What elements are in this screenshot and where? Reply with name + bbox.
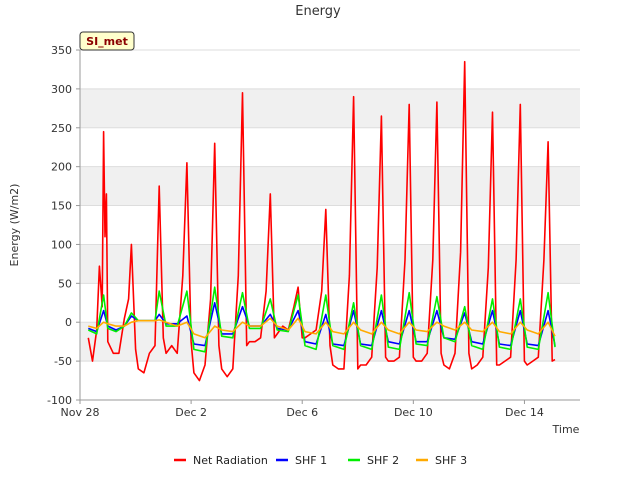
grid-band — [80, 88, 580, 128]
legend-label: SHF 3 — [435, 454, 467, 467]
grid-band — [80, 166, 580, 206]
axes: -100 -50 0 50 100 150 200 250 300 350 Nov 28 Dec 2 D… — [47, 44, 580, 419]
y-tick-label: 350 — [51, 44, 72, 57]
x-tick-label: Dec 2 — [175, 406, 207, 419]
y-tick-label: 0 — [65, 316, 72, 329]
series-line-net-radiation — [87, 60, 556, 382]
y-tick-label: 250 — [51, 122, 72, 135]
badge-label: SI_met — [86, 35, 128, 48]
x-tick-label: Dec 14 — [505, 406, 544, 419]
chart-title: Energy — [295, 4, 341, 19]
x-tick-label: Dec 10 — [394, 406, 433, 419]
y-tick-label: 200 — [51, 161, 72, 174]
x-tick-label: Nov 28 — [61, 406, 100, 419]
grid-band — [80, 244, 580, 284]
badge-box — [79, 31, 135, 51]
legend-label: Net Radiation — [193, 454, 268, 467]
y-tick-label: 100 — [51, 238, 72, 251]
y-tick-label: 50 — [58, 277, 72, 290]
series-line-shf-3 — [88, 317, 556, 339]
x-axis-label: Time — [552, 423, 580, 436]
legend: Net Radiation SHF 1 SHF 2 SHF 3 — [174, 454, 467, 467]
legend-label: SHF 2 — [367, 454, 399, 467]
y-axis-label: Energy (W/m2) — [8, 184, 21, 267]
x-tick-label: Dec 6 — [286, 406, 318, 419]
station-badge: SI_met — [79, 31, 135, 51]
y-tick-label: 150 — [51, 200, 72, 213]
legend-label: SHF 1 — [295, 454, 327, 467]
series-layer — [87, 60, 556, 382]
y-tick-label: 300 — [51, 83, 72, 96]
y-tick-label: -100 — [47, 394, 72, 407]
y-tick-label: -50 — [54, 355, 72, 368]
